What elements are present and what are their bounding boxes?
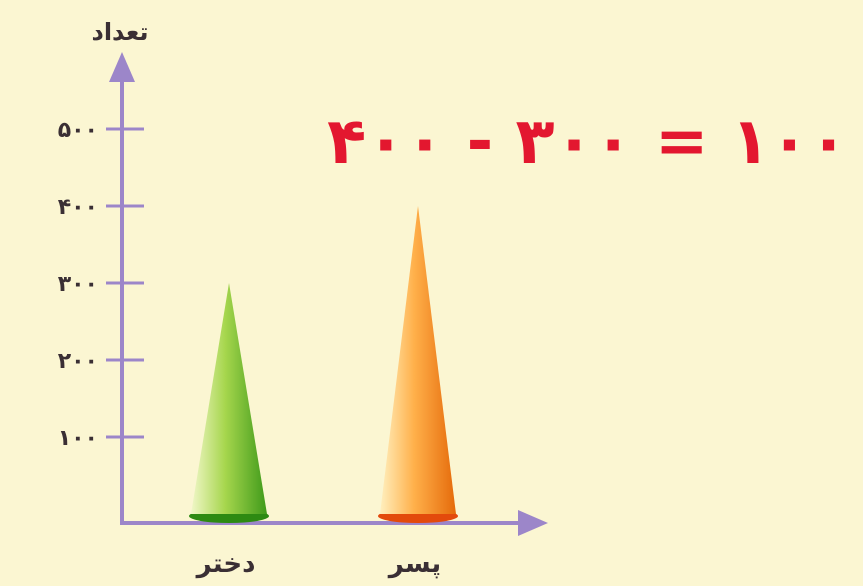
y-axis-arrow-icon xyxy=(109,52,135,82)
y-tick-label: ۵۰۰ xyxy=(58,118,98,143)
y-tick-label: ۴۰۰ xyxy=(58,195,98,220)
y-tick-label: ۳۰۰ xyxy=(58,272,98,297)
category-label: پسر xyxy=(387,549,441,579)
category-label: دختر xyxy=(195,549,256,579)
bars xyxy=(189,206,458,523)
y-tick-label: ۲۰۰ xyxy=(58,349,98,374)
y-ticks: ۱۰۰ ۲۰۰ ۳۰۰ ۴۰۰ ۵۰۰ xyxy=(58,118,144,451)
y-axis-label: تعداد xyxy=(92,18,149,46)
cone-bar xyxy=(191,283,267,514)
category-labels: دختر پسر xyxy=(195,549,442,579)
cone-bar xyxy=(380,206,456,514)
y-tick-label: ۱۰۰ xyxy=(58,426,98,451)
x-axis-arrow-icon xyxy=(518,510,548,536)
equation-annotation: ۴۰۰ - ۳۰۰ = ۱۰۰ xyxy=(327,105,848,179)
axes xyxy=(109,52,548,536)
